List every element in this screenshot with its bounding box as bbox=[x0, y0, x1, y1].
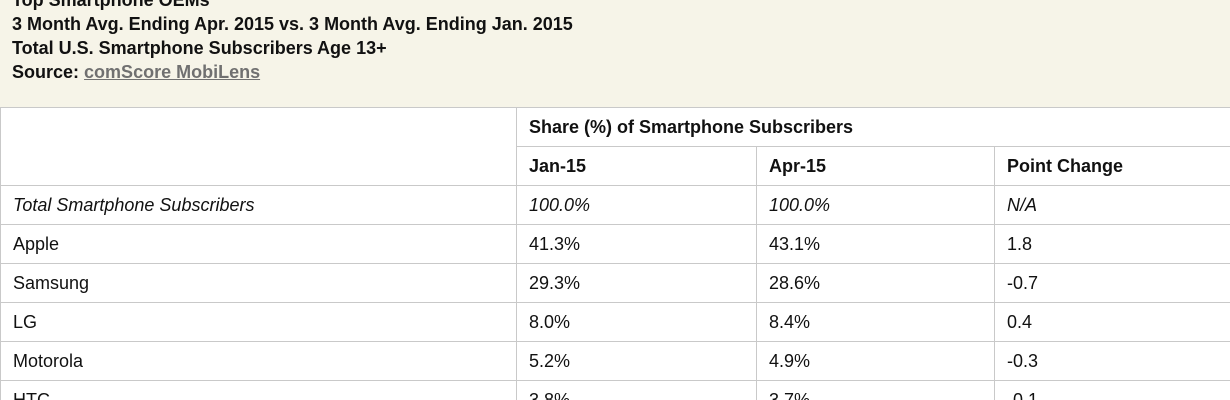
row-apr: 4.9% bbox=[756, 341, 995, 381]
source-label: Source: bbox=[12, 62, 80, 82]
row-jan: 41.3% bbox=[516, 224, 757, 264]
group-header: Share (%) of Smartphone Subscribers bbox=[516, 107, 1230, 147]
row-apr: 100.0% bbox=[756, 185, 995, 225]
row-apr: 28.6% bbox=[756, 263, 995, 303]
row-name: HTC bbox=[0, 380, 517, 400]
table-row: Motorola 5.2% 4.9% -0.3 bbox=[0, 341, 1230, 381]
table-row: Samsung 29.3% 28.6% -0.7 bbox=[0, 263, 1230, 303]
table-row: Total Smartphone Subscribers 100.0% 100.… bbox=[0, 185, 1230, 225]
row-jan: 8.0% bbox=[516, 302, 757, 342]
row-apr: 43.1% bbox=[756, 224, 995, 264]
row-change: 1.8 bbox=[994, 224, 1230, 264]
row-apr: 8.4% bbox=[756, 302, 995, 342]
group-header-row: Share (%) of Smartphone Subscribers bbox=[0, 107, 1230, 186]
column-header-change: Point Change bbox=[994, 146, 1230, 186]
row-jan: 5.2% bbox=[516, 341, 757, 381]
table-population: Total U.S. Smartphone Subscribers Age 13… bbox=[12, 38, 387, 58]
row-name: LG bbox=[0, 302, 517, 342]
table-title: Top Smartphone OEMs bbox=[12, 0, 210, 10]
column-header-jan: Jan-15 bbox=[516, 146, 757, 186]
table-row: Apple 41.3% 43.1% 1.8 bbox=[0, 224, 1230, 264]
row-name: Apple bbox=[0, 224, 517, 264]
row-apr: 3.7% bbox=[756, 380, 995, 400]
row-jan: 29.3% bbox=[516, 263, 757, 303]
row-change: -0.7 bbox=[994, 263, 1230, 303]
row-change: 0.4 bbox=[994, 302, 1230, 342]
row-jan: 100.0% bbox=[516, 185, 757, 225]
row-name: Motorola bbox=[0, 341, 517, 381]
row-change: N/A bbox=[994, 185, 1230, 225]
table-header-block: Top Smartphone OEMs 3 Month Avg. Ending … bbox=[0, 0, 1230, 108]
empty-header-cell bbox=[0, 107, 517, 186]
row-change: -0.1 bbox=[994, 380, 1230, 400]
source-line: Source: comScore MobiLens bbox=[12, 60, 1230, 84]
table-row: HTC 3.8% 3.7% -0.1 bbox=[0, 380, 1230, 400]
table-row: LG 8.0% 8.4% 0.4 bbox=[0, 302, 1230, 342]
source-link[interactable]: comScore MobiLens bbox=[84, 62, 261, 82]
row-name: Total Smartphone Subscribers bbox=[0, 185, 517, 225]
table-subtitle: 3 Month Avg. Ending Apr. 2015 vs. 3 Mont… bbox=[12, 14, 573, 34]
row-change: -0.3 bbox=[994, 341, 1230, 381]
share-table: Share (%) of Smartphone Subscribers Jan-… bbox=[0, 107, 1230, 400]
row-jan: 3.8% bbox=[516, 380, 757, 400]
column-header-apr: Apr-15 bbox=[756, 146, 995, 186]
row-name: Samsung bbox=[0, 263, 517, 303]
